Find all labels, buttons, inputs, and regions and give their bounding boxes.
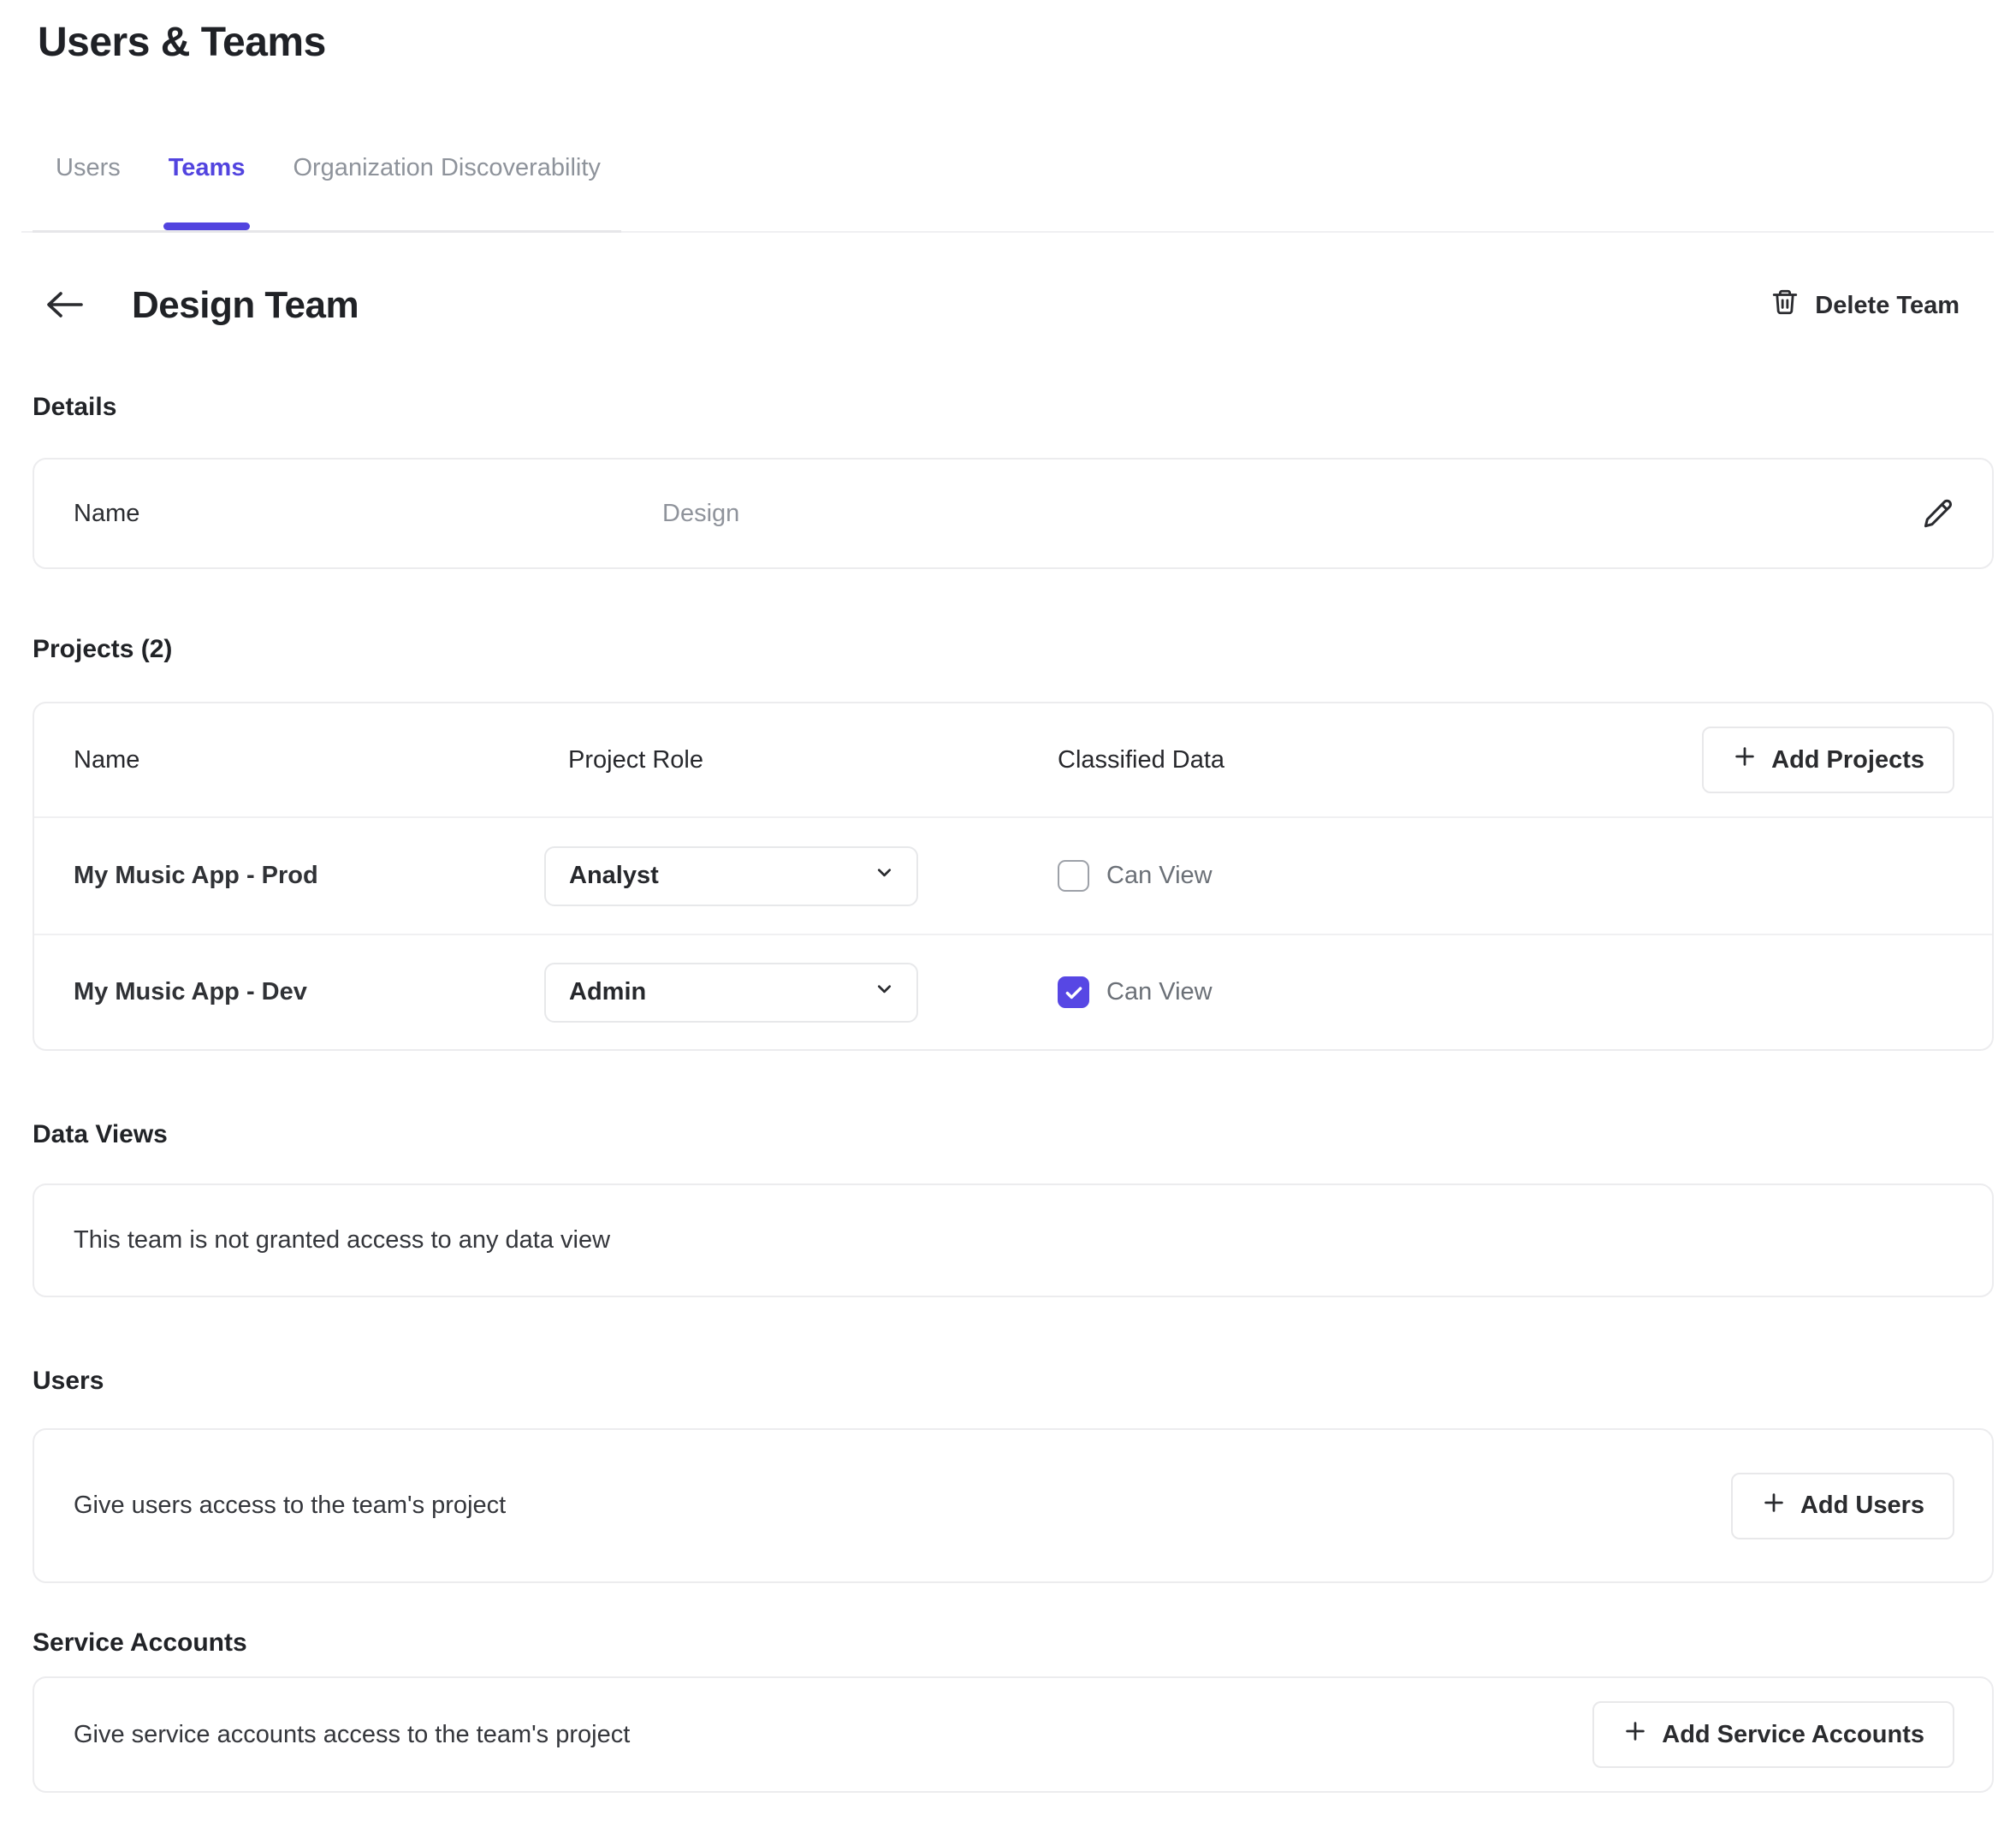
column-project-role: Project Role (568, 745, 703, 774)
data-views-heading: Data Views (33, 1120, 168, 1148)
classified-data-checkbox[interactable] (1058, 976, 1089, 1008)
plus-icon (1732, 744, 1758, 776)
add-users-label: Add Users (1800, 1492, 1924, 1519)
column-classified-data: Classified Data (1058, 745, 1225, 774)
add-users-button[interactable]: Add Users (1730, 1472, 1954, 1539)
pencil-icon (1922, 496, 1954, 531)
project-row: My Music App - Prod Analyst Can View (34, 818, 1992, 934)
can-view-label: Can View (1106, 978, 1213, 1005)
team-title: Design Team (132, 284, 359, 326)
users-teams-page: Users & Teams Users Teams Organization D… (0, 19, 2016, 1793)
chevron-down-icon (873, 861, 896, 891)
project-role-value: Analyst (569, 862, 659, 889)
users-description: Give users access to the team's project (74, 1492, 507, 1519)
tab-users[interactable]: Users (56, 154, 121, 181)
add-service-accounts-button[interactable]: Add Service Accounts (1592, 1701, 1954, 1768)
project-role-select[interactable]: Admin (544, 962, 918, 1023)
delete-team-label: Delete Team (1815, 291, 1960, 319)
plus-icon (1761, 1490, 1787, 1522)
team-header: Design Team Delete Team (33, 279, 1994, 332)
tab-bar: Users Teams Organization Discoverability (21, 153, 1994, 233)
tab-teams[interactable]: Teams (163, 153, 251, 230)
page-title: Users & Teams (38, 20, 326, 65)
users-card: Give users access to the team's project … (33, 1428, 1994, 1583)
data-views-card: This team is not granted access to any d… (33, 1183, 1994, 1297)
classified-data-checkbox[interactable] (1058, 860, 1089, 892)
name-value: Design (662, 499, 740, 527)
name-label: Name (74, 499, 140, 527)
add-projects-button[interactable]: Add Projects (1702, 727, 1954, 793)
column-name: Name (74, 745, 140, 774)
chevron-down-icon (873, 977, 896, 1007)
delete-team-button[interactable]: Delete Team (1770, 288, 1960, 323)
service-accounts-card: Give service accounts access to the team… (33, 1676, 1994, 1793)
service-accounts-heading: Service Accounts (33, 1628, 247, 1657)
project-role-value: Admin (569, 978, 647, 1005)
projects-heading: Projects (2) (33, 635, 173, 663)
project-role-select[interactable]: Analyst (544, 845, 918, 906)
details-heading: Details (33, 393, 117, 421)
data-views-empty-text: This team is not granted access to any d… (74, 1226, 611, 1254)
edit-name-button[interactable] (1922, 496, 1954, 531)
projects-table-header: Name Project Role Classified Data Add Pr… (34, 703, 1992, 818)
users-heading: Users (33, 1367, 104, 1395)
project-name: My Music App - Prod (74, 862, 318, 889)
can-view-label: Can View (1106, 862, 1213, 889)
plus-icon (1622, 1718, 1648, 1751)
projects-table: Name Project Role Classified Data Add Pr… (33, 702, 1994, 1051)
add-service-accounts-label: Add Service Accounts (1662, 1720, 1924, 1748)
tab-organization-discoverability[interactable]: Organization Discoverability (293, 154, 601, 181)
trash-icon (1770, 288, 1800, 323)
details-card: Name Design (33, 458, 1994, 569)
arrow-left-icon (43, 288, 84, 324)
service-accounts-description: Give service accounts access to the team… (74, 1720, 631, 1748)
back-button[interactable] (43, 288, 84, 324)
project-row: My Music App - Dev Admin Can View (34, 934, 1992, 1049)
project-name: My Music App - Dev (74, 978, 307, 1005)
add-projects-label: Add Projects (1771, 745, 1924, 774)
